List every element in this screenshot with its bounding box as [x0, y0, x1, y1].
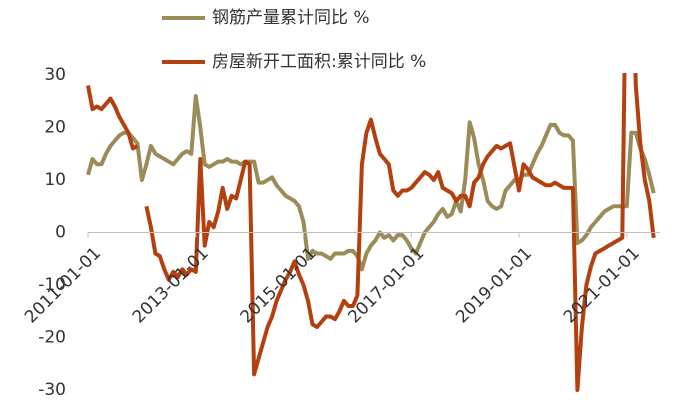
series-line	[86, 73, 656, 392]
x-tick-label: 2015-01-01	[237, 243, 321, 327]
series-line	[86, 94, 656, 272]
x-tick-label: 2019-01-01	[452, 243, 536, 327]
y-tick-label: 20	[44, 118, 66, 138]
y-tick-label: -30	[38, 380, 66, 400]
plot-area	[86, 73, 656, 392]
x-tick-label: 2011-01-01	[21, 243, 105, 327]
y-tick-label: 0	[55, 223, 66, 243]
legend-label: 房屋新开工面积:累计同比 %	[212, 52, 426, 72]
y-tick-label: 10	[44, 170, 66, 190]
legend: 钢筋产量累计同比 % 房屋新开工面积:累计同比 %	[162, 8, 426, 72]
y-tick-label: -20	[38, 328, 66, 348]
y-tick-label: 30	[44, 65, 66, 85]
legend-label: 钢筋产量累计同比 %	[212, 8, 370, 28]
y-tick-label: -10	[38, 275, 66, 295]
x-tick-label: 2013-01-01	[129, 243, 213, 327]
